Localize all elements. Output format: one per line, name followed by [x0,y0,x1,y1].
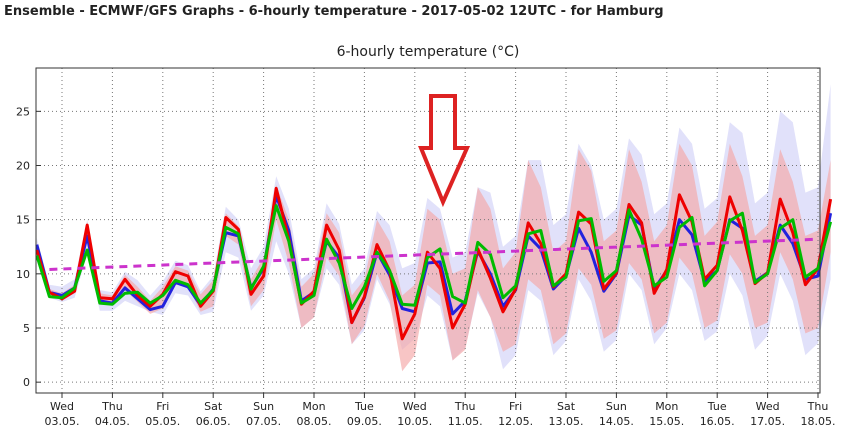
x-tick-date: 15.05. [649,415,684,428]
x-tick-weekday: Tue [707,400,727,413]
chart-title: 6-hourly temperature (°C) [337,44,520,60]
x-tick-date: 03.05. [45,415,80,428]
x-tick-weekday: Sat [204,400,223,413]
x-tick-date: 10.05. [397,415,432,428]
y-axis: 0 5 10 15 20 25 [16,105,41,389]
y-tick-label: 5 [23,322,30,335]
x-tick-date: 18.05. [801,415,836,428]
x-tick-weekday: Wed [403,400,427,413]
x-tick-weekday: Sun [606,400,627,413]
spread-bands [36,84,831,372]
x-tick-date: 12.05. [498,415,533,428]
x-tick-date: 05.05. [145,415,180,428]
x-tick-date: 13.05. [549,415,584,428]
x-tick-weekday: Thu [101,400,123,413]
x-axis: Wed 03.05. Thu 04.05. Fri 05.05. Sat 06.05. Sun 0… [45,393,836,428]
x-tick-date: 14.05. [599,415,634,428]
x-tick-date: 11.05. [448,415,483,428]
x-tick-weekday: Thu [454,400,476,413]
x-tick-date: 07.05. [246,415,281,428]
x-tick-weekday: Wed [756,400,780,413]
plot-frame [35,67,821,394]
x-tick-date: 04.05. [95,415,130,428]
x-tick-weekday: Mon [655,400,678,413]
climate-line [49,237,819,271]
series-lines [35,186,833,341]
band_red-area [36,143,831,372]
x-tick-weekday: Fri [156,400,169,413]
y-tick-label: 0 [23,376,30,389]
y-tick-label: 15 [16,214,30,227]
x-tick-weekday: Fri [509,400,522,413]
y-tick-label: 20 [16,160,30,173]
x-tick-weekday: Sun [253,400,274,413]
x-tick-weekday: Sat [557,400,576,413]
x-tick-date: 09.05. [347,415,382,428]
x-tick-weekday: Tue [354,400,374,413]
x-tick-weekday: Wed [50,400,74,413]
x-tick-date: 08.05. [297,415,332,428]
y-tick-label: 10 [16,268,30,281]
x-tick-date: 06.05. [196,415,231,428]
page-title: Ensemble - ECMWF/GFS Graphs - 6-hourly t… [4,4,664,19]
x-tick-date: 16.05. [700,415,735,428]
x-tick-weekday: Thu [807,400,829,413]
annotation-arrow [418,94,471,208]
x-tick-weekday: Mon [302,400,325,413]
y-tick-label: 25 [16,105,30,118]
x-tick-date: 17.05. [750,415,785,428]
